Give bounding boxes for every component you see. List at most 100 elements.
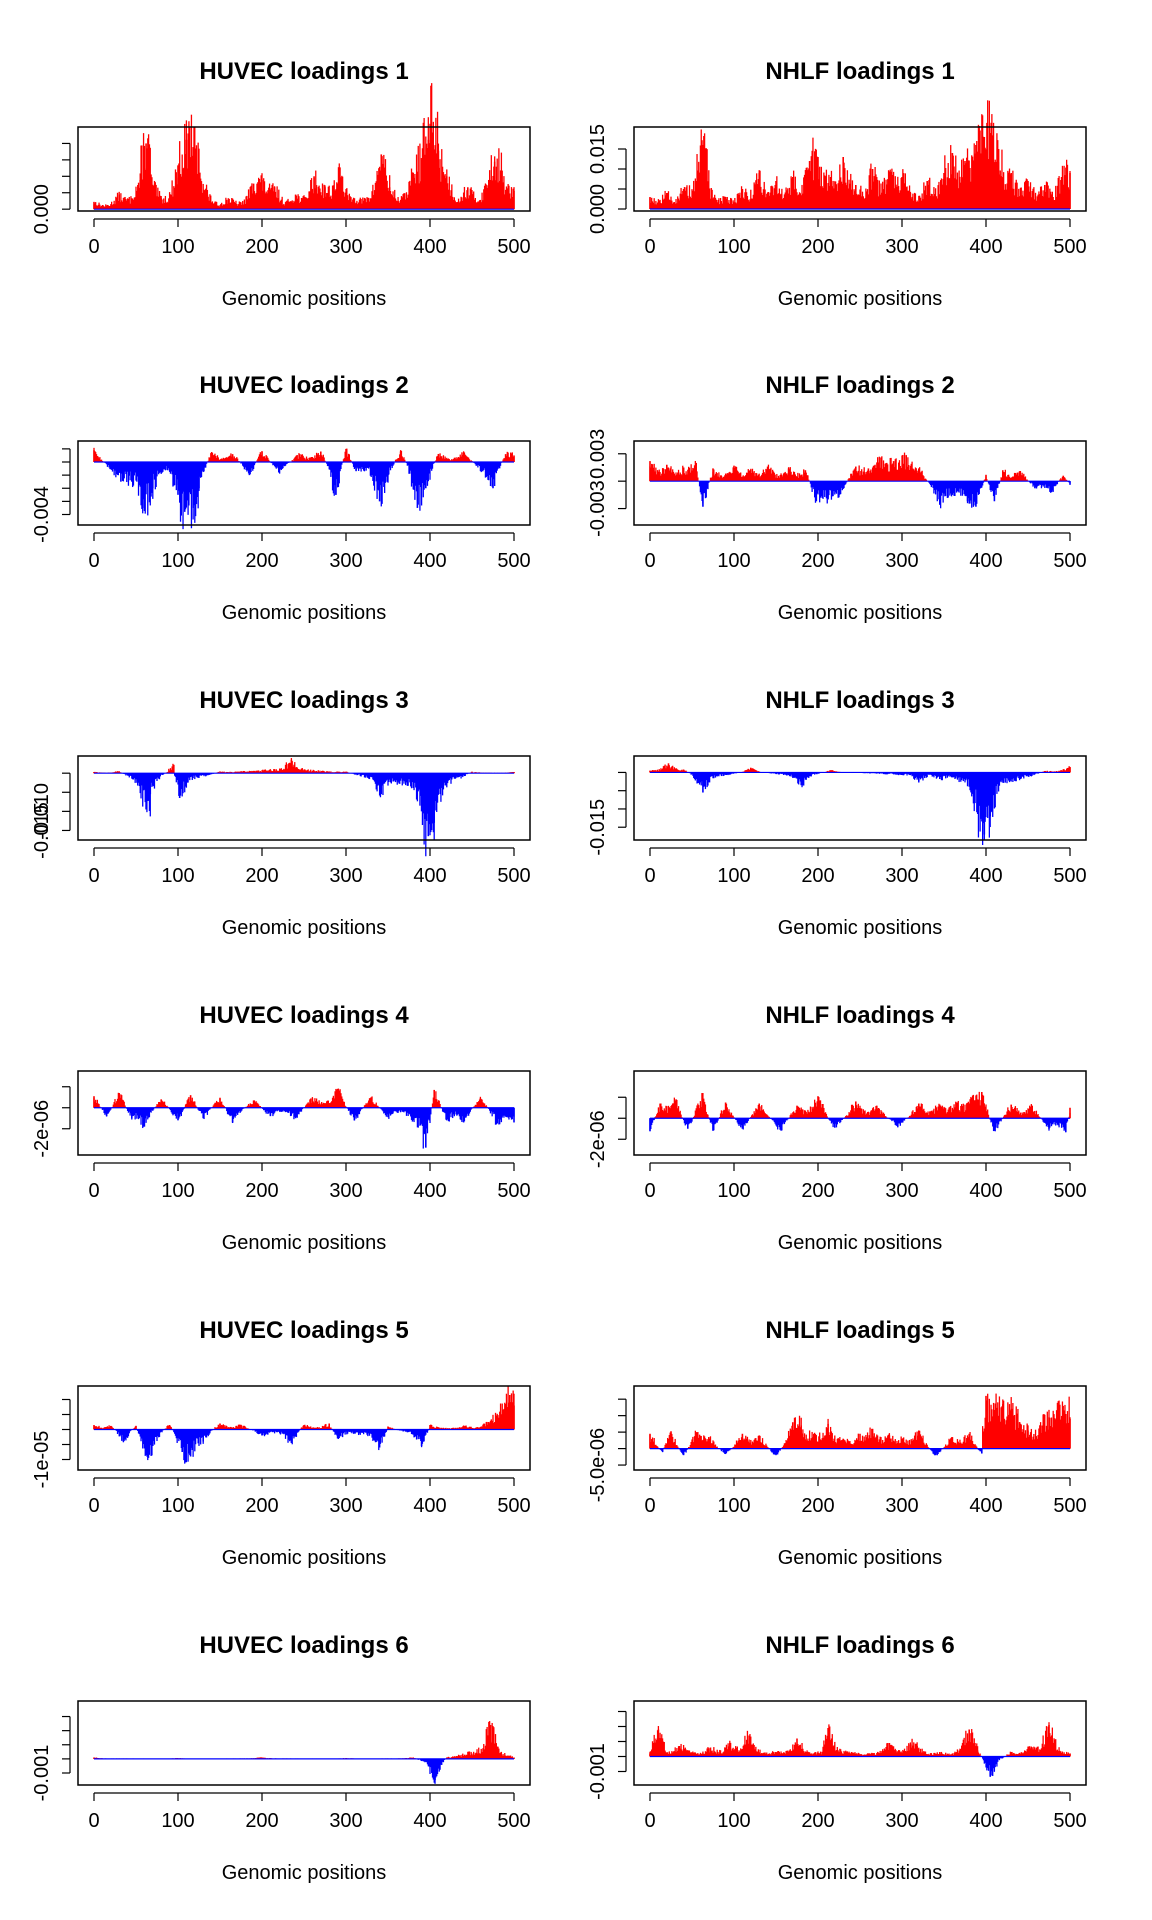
x-tick-label: 400 — [413, 236, 446, 258]
x-tick-label: 500 — [1053, 236, 1086, 258]
y-tick-label: -2e-06 — [31, 1100, 53, 1158]
chart-panel-8: NHLF loadings 4 0 100 200 300 400 500 Genomic p… — [587, 1002, 1087, 1254]
y-tick-label: -2e-06 — [587, 1110, 609, 1168]
x-tick-label: 200 — [245, 550, 278, 572]
plot-frame — [633, 755, 1087, 841]
x-tick-label: 100 — [717, 550, 750, 572]
x-axis-label: Genomic positions — [778, 917, 943, 939]
x-axis-label: Genomic positions — [222, 917, 387, 939]
x-tick-label: 500 — [497, 865, 530, 887]
chart-title: NHLF loadings 5 — [765, 1317, 954, 1344]
x-tick-label: 500 — [497, 1495, 530, 1517]
y-tick-label: -0.010 — [31, 783, 53, 840]
x-tick-label: 200 — [801, 1180, 834, 1202]
y-tick-label: -0.004 — [31, 486, 53, 543]
x-axis-label: Genomic positions — [222, 1232, 387, 1254]
x-tick-label: 0 — [88, 1180, 99, 1202]
chart-title: NHLF loadings 1 — [765, 58, 954, 85]
x-tick-label: 0 — [644, 1180, 655, 1202]
x-tick-label: 300 — [885, 550, 918, 572]
chart-title: HUVEC loadings 3 — [199, 687, 408, 714]
x-tick-label: 400 — [969, 236, 1002, 258]
bar-series — [649, 452, 1071, 509]
x-tick-label: 0 — [88, 1495, 99, 1517]
chart-title: NHLF loadings 3 — [765, 687, 954, 714]
x-tick-label: 100 — [717, 1180, 750, 1202]
chart-panel-6: NHLF loadings 3 0 100 200 300 400 500 Genomic p… — [587, 687, 1087, 939]
x-tick-label: 300 — [329, 550, 362, 572]
bar-series — [649, 1091, 1071, 1133]
x-tick-label: 500 — [1053, 865, 1086, 887]
x-axis-label: Genomic positions — [778, 1232, 943, 1254]
x-tick-label: 100 — [161, 865, 194, 887]
chart-panel-7: HUVEC loadings 4 0 100 200 300 400 500 Genomic … — [31, 1002, 531, 1254]
y-tick-label: -0.015 — [587, 799, 609, 856]
x-tick-label: 400 — [969, 550, 1002, 572]
chart-title: HUVEC loadings 5 — [199, 1317, 408, 1344]
x-tick-label: 100 — [161, 236, 194, 258]
chart-title: HUVEC loadings 4 — [199, 1002, 409, 1029]
x-tick-label: 500 — [1053, 1180, 1086, 1202]
bar-series — [649, 1393, 1071, 1456]
plot-frame — [77, 440, 531, 526]
x-tick-label: 300 — [885, 236, 918, 258]
x-tick-label: 300 — [329, 1495, 362, 1517]
x-tick-label: 0 — [88, 236, 99, 258]
x-axis-label: Genomic positions — [222, 288, 387, 310]
chart-title: NHLF loadings 4 — [765, 1002, 955, 1029]
x-tick-label: 200 — [245, 236, 278, 258]
x-tick-label: 500 — [1053, 550, 1086, 572]
chart-panel-4: NHLF loadings 2 0 100 200 300 400 500 Genomic p… — [587, 372, 1087, 624]
bar-series — [93, 83, 515, 210]
x-tick-label: 200 — [245, 1495, 278, 1517]
plot-frame — [633, 440, 1087, 526]
y-tick-label: -0.015 — [31, 802, 53, 859]
chart-panel-2: NHLF loadings 1 0 100 200 300 400 500 Genomic p… — [587, 58, 1087, 310]
chart-panel-5: HUVEC loadings 3 0 100 200 300 400 500 Genomic … — [31, 687, 531, 939]
x-tick-label: 0 — [644, 865, 655, 887]
plot-frame — [77, 1070, 531, 1156]
x-tick-label: 100 — [717, 865, 750, 887]
x-tick-label: 100 — [161, 550, 194, 572]
plot-frame — [77, 126, 531, 212]
x-axis-label: Genomic positions — [778, 602, 943, 624]
plot-frame — [77, 1385, 531, 1471]
bar-series — [649, 763, 1071, 845]
x-axis-label: Genomic positions — [222, 1547, 387, 1569]
x-tick-label: 300 — [329, 1180, 362, 1202]
x-tick-label: 500 — [497, 550, 530, 572]
x-tick-label: 0 — [88, 550, 99, 572]
x-tick-label: 100 — [161, 1180, 194, 1202]
x-tick-label: 0 — [644, 236, 655, 258]
x-tick-label: 300 — [329, 236, 362, 258]
x-tick-label: 500 — [497, 1180, 530, 1202]
x-tick-label: 300 — [885, 865, 918, 887]
y-tick-label: -1e-05 — [31, 1431, 53, 1489]
y-tick-label: 0.015 — [587, 124, 609, 174]
bar-series — [93, 447, 515, 530]
plot-frame — [633, 1070, 1087, 1156]
x-tick-label: 400 — [969, 865, 1002, 887]
bar-series — [93, 758, 515, 857]
x-tick-label: 400 — [413, 865, 446, 887]
y-tick-label: -0.003 — [587, 480, 609, 537]
x-axis-label: Genomic positions — [222, 602, 387, 624]
chart-title: HUVEC loadings 1 — [199, 58, 408, 85]
plot-frame — [633, 126, 1087, 212]
x-tick-label: 400 — [413, 550, 446, 572]
x-axis-label: Genomic positions — [778, 288, 943, 310]
bar-series — [649, 100, 1071, 209]
chart-panel-3: HUVEC loadings 2 0 100 200 300 400 500 Genomic … — [31, 372, 531, 624]
x-tick-label: 400 — [969, 1180, 1002, 1202]
x-tick-label: 200 — [245, 1180, 278, 1202]
x-tick-label: 300 — [329, 865, 362, 887]
bar-series — [93, 1386, 515, 1464]
bar-series — [93, 1088, 515, 1149]
x-tick-label: 100 — [717, 236, 750, 258]
chart-panel-1: HUVEC loadings 1 0 100 200 300 400 500 Genomic … — [31, 58, 531, 310]
x-tick-label: 200 — [245, 865, 278, 887]
x-tick-label: 200 — [801, 550, 834, 572]
chart-panel-9: HUVEC loadings 5 0 100 200 300 400 500 Genomic … — [31, 1317, 531, 1569]
